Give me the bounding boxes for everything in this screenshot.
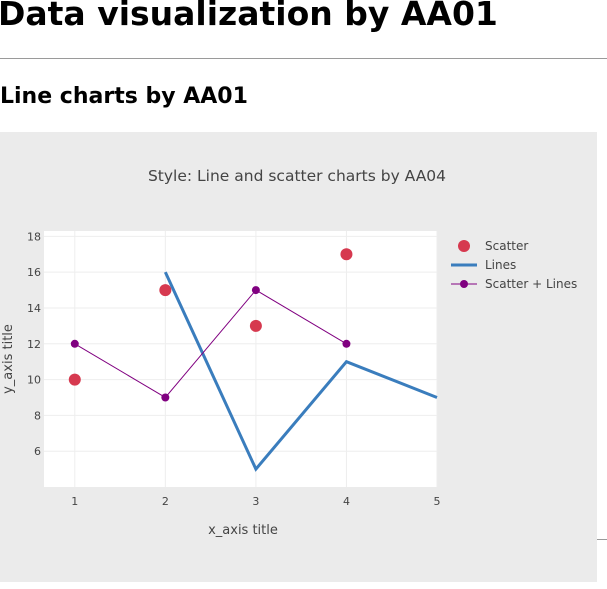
y-tick-label: 12 [27, 338, 41, 351]
x-tick-label: 5 [434, 495, 441, 508]
side-divider [597, 539, 607, 540]
scatter-point [340, 248, 353, 261]
legend[interactable]: Scatter Lines Scatter + Lines [451, 239, 577, 291]
scatter-lines-point [342, 339, 351, 348]
legend-scatter-symbol [458, 240, 470, 252]
x-tick-label: 3 [252, 495, 259, 508]
x-tick-label: 2 [162, 495, 169, 508]
page-title: Data visualization by AA01 [0, 0, 498, 33]
grid-lines [44, 231, 438, 487]
y-axis-title: y_axis title [1, 324, 16, 394]
y-tick-label: 10 [27, 374, 41, 387]
scatter-point [159, 284, 172, 297]
series-layer [68, 248, 438, 472]
legend-item-label: Scatter [485, 239, 528, 253]
x-tick-label: 1 [71, 495, 78, 508]
chart-title: Style: Line and scatter charts by AA04 [148, 167, 446, 185]
series-scatter-lines-line [74, 289, 347, 399]
scatter-point [68, 373, 81, 386]
scatter-point [249, 319, 262, 332]
scatter-lines-point [251, 286, 260, 295]
y-tick-label: 18 [27, 230, 41, 243]
series-lines-line [163, 271, 438, 472]
x-tick-label: 4 [343, 495, 350, 508]
section-title: Line charts by AA01 [0, 84, 248, 109]
plot-background [44, 231, 437, 487]
y-tick-label: 6 [34, 445, 41, 458]
y-tick-label: 14 [27, 302, 41, 315]
legend-scatter-lines-marker [460, 280, 468, 288]
legend-item-label: Lines [485, 258, 516, 272]
legend-item-label: Scatter + Lines [485, 277, 577, 291]
title-divider [0, 58, 607, 59]
x-axis-title: x_axis title [208, 523, 278, 538]
y-tick-label: 8 [34, 409, 41, 422]
scatter-lines-point [161, 393, 170, 402]
scatter-lines-point [70, 339, 79, 348]
chart-container: 1 2 3 4 5 6 8 10 12 14 16 18 Style: Line and scatte… [0, 132, 597, 582]
y-tick-label: 16 [27, 266, 41, 279]
